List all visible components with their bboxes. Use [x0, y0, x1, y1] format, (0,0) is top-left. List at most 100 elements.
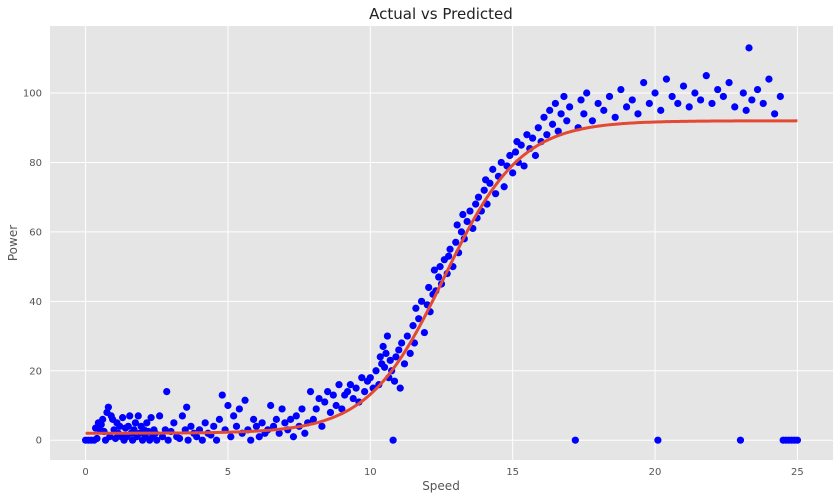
y-tick-label: 60 [29, 227, 42, 238]
data-point [249, 415, 258, 423]
data-point [286, 415, 295, 423]
data-point [517, 141, 525, 149]
data-point [352, 384, 360, 392]
data-point [685, 103, 693, 111]
data-point [765, 75, 773, 83]
y-tick-label: 0 [36, 436, 42, 447]
data-point [143, 419, 151, 427]
data-point [640, 78, 648, 87]
y-tick-label: 20 [29, 366, 42, 377]
data-point [425, 283, 433, 292]
data-point [466, 207, 474, 215]
data-point [376, 353, 384, 361]
data-point [382, 349, 390, 358]
data-point [349, 394, 357, 403]
data-point [318, 422, 326, 430]
data-point [776, 92, 784, 101]
y-tick-label: 80 [29, 158, 42, 169]
data-point [600, 106, 608, 114]
data-point [106, 433, 114, 441]
data-point [520, 162, 528, 170]
data-point [531, 151, 540, 160]
data-point [346, 381, 354, 389]
data-point [506, 151, 514, 160]
data-point [651, 89, 659, 97]
data-point [343, 388, 352, 396]
data-point [566, 103, 574, 111]
data-point [771, 110, 779, 118]
data-point [235, 405, 243, 413]
x-tick-label: 10 [364, 467, 377, 478]
data-point [748, 96, 756, 104]
x-tick-label: 0 [82, 467, 88, 478]
data-point [386, 356, 394, 364]
x-axis-ticks: 0 5 10 15 20 25 [82, 467, 803, 478]
data-point [379, 342, 387, 351]
data-point [361, 388, 369, 396]
data-point [668, 92, 676, 101]
data-point [412, 304, 420, 312]
data-point [472, 200, 480, 208]
data-point [457, 228, 466, 236]
data-point [577, 96, 585, 104]
y-axis-label: Power [6, 225, 20, 261]
data-point [170, 419, 178, 427]
x-tick-label: 25 [791, 467, 804, 478]
data-point [400, 360, 409, 368]
data-point [580, 110, 588, 118]
data-point [417, 297, 426, 305]
data-point [691, 89, 699, 97]
data-point [224, 401, 232, 410]
data-point [247, 436, 255, 444]
data-point [480, 186, 488, 194]
data-point [163, 388, 171, 396]
fit-line [85, 119, 798, 435]
data-point [275, 429, 283, 437]
data-point [335, 381, 343, 389]
data-point [312, 405, 320, 413]
data-point [725, 78, 733, 87]
data-point [269, 422, 278, 430]
data-point [489, 165, 497, 173]
data-point [201, 419, 209, 427]
data-point [446, 245, 454, 253]
data-point [497, 158, 505, 167]
x-tick-label: 20 [649, 467, 662, 478]
data-point [445, 252, 453, 260]
data-point [745, 44, 753, 52]
data-point [420, 328, 429, 337]
data-point [511, 148, 520, 156]
data-point [645, 99, 653, 108]
x-axis-label: Speed [422, 479, 460, 493]
data-point [292, 412, 300, 420]
data-point [554, 127, 562, 135]
data-point [392, 353, 400, 361]
data-point [548, 120, 557, 128]
data-point [486, 179, 494, 187]
data-point [409, 322, 417, 330]
data-point [543, 131, 551, 139]
data-point [563, 117, 571, 125]
data-point [674, 99, 682, 108]
data-point [252, 422, 261, 430]
data-point [622, 103, 631, 111]
data-point [398, 339, 406, 347]
data-point [326, 408, 335, 417]
data-point [187, 422, 195, 430]
y-tick-label: 100 [23, 89, 42, 100]
x-tick-label: 5 [225, 467, 231, 478]
data-point [267, 401, 275, 410]
data-point [697, 96, 705, 104]
data-point [583, 89, 591, 97]
data-point [119, 414, 127, 422]
data-point [184, 436, 192, 444]
data-point [366, 374, 374, 382]
data-point [509, 169, 517, 177]
data-point [395, 346, 403, 354]
data-point [131, 419, 140, 427]
data-point [124, 422, 132, 430]
data-point [134, 412, 142, 420]
data-point [753, 85, 762, 94]
data-point [435, 273, 443, 281]
